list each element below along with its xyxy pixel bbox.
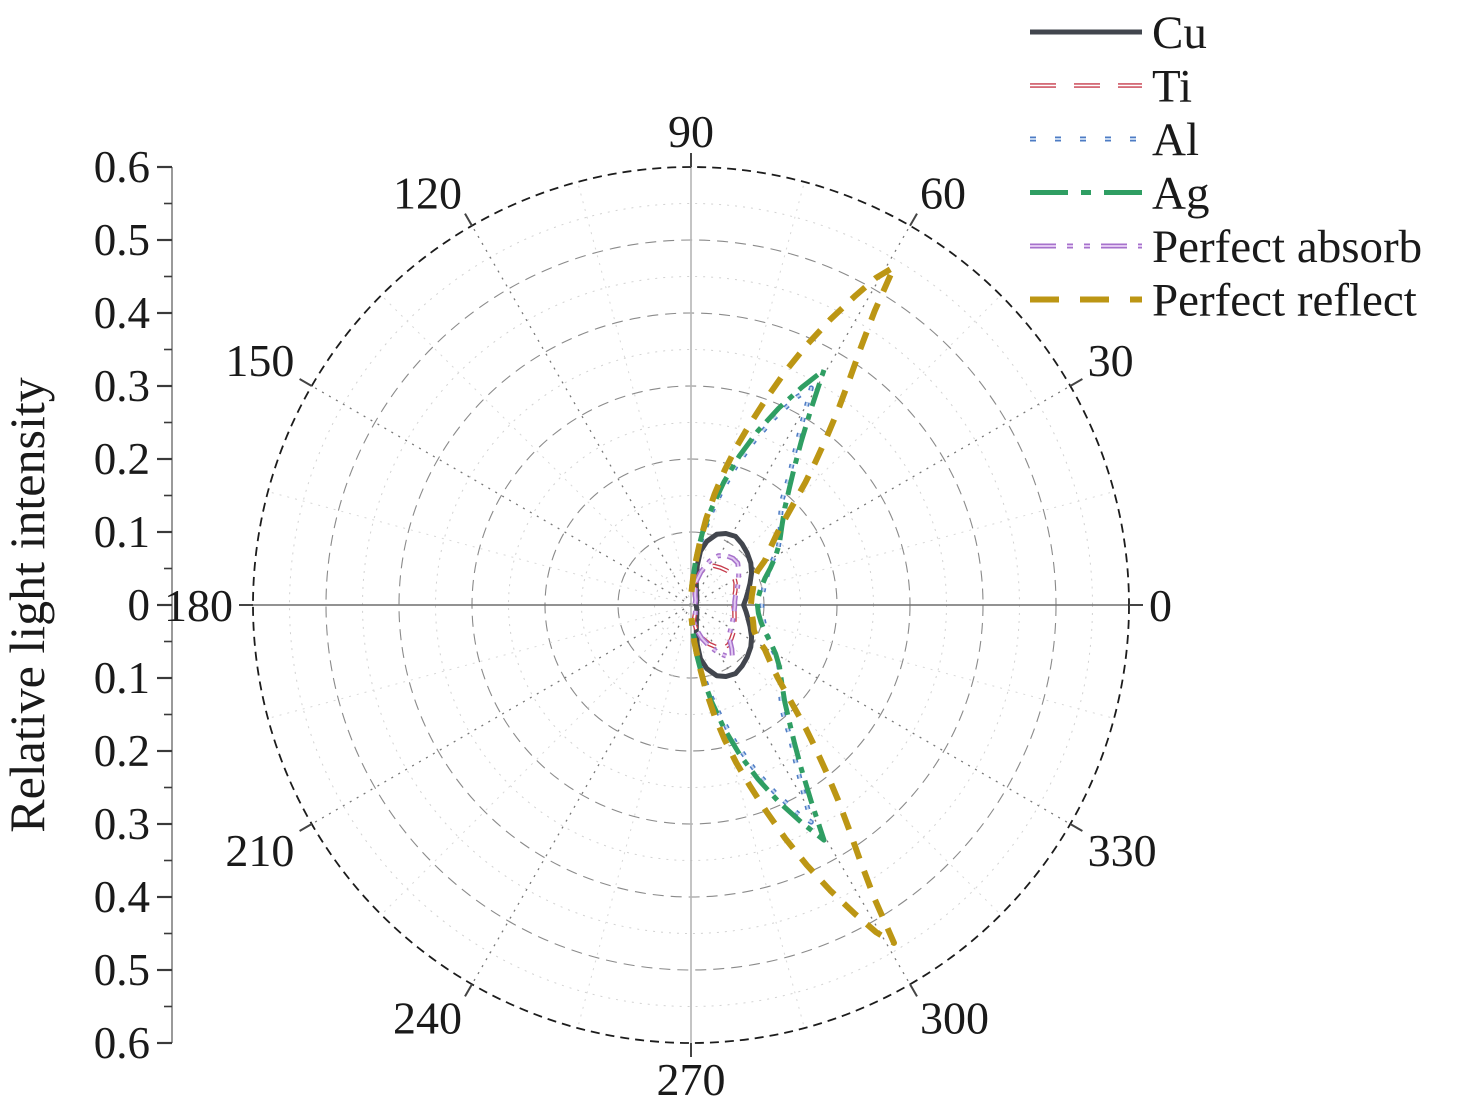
major-spoke <box>690 385 1071 606</box>
legend-label-cu: Cu <box>1152 7 1207 59</box>
legend-item-cu: Cu <box>1030 7 1207 59</box>
minor-spoke <box>380 604 692 916</box>
legend-item-perfect-absorb: Perfect absorb <box>1030 221 1422 273</box>
radial-tick-label: 0.4 <box>94 872 150 922</box>
major-spoke <box>311 604 692 825</box>
major-spoke <box>690 604 911 985</box>
radial-tick-label: 0 <box>128 580 151 630</box>
legend-item-ag: Ag <box>1030 168 1209 220</box>
series-ag <box>689 367 827 843</box>
angle-label-120: 120 <box>393 167 462 218</box>
legend-label-ag: Ag <box>1152 168 1209 220</box>
angle-tick <box>909 213 918 227</box>
minor-spoke <box>380 294 692 606</box>
angle-tick <box>909 983 918 997</box>
legend: Cu Ti Al Ag Perfect absorb Perfect refle… <box>1030 7 1422 327</box>
radial-tick-label: 0.3 <box>94 799 150 849</box>
angle-label-270: 270 <box>657 1054 726 1105</box>
polar-grid <box>239 153 1143 1057</box>
legend-label-al: Al <box>1152 114 1199 166</box>
series-cu <box>693 531 755 679</box>
minor-spoke <box>267 604 692 719</box>
radial-tick-label: 0.2 <box>94 434 150 484</box>
radial-tick-label: 0.4 <box>94 288 150 338</box>
major-spoke <box>471 225 692 606</box>
series-perfect-reflect <box>688 264 897 946</box>
angle-label-330: 330 <box>1088 825 1157 876</box>
angle-tick <box>1069 823 1083 832</box>
angle-label-210: 210 <box>225 825 294 876</box>
angle-tick <box>464 983 473 997</box>
angle-tick <box>464 213 473 227</box>
angle-tick <box>299 823 313 832</box>
minor-spoke <box>577 181 692 606</box>
legend-label-ti: Ti <box>1152 61 1192 113</box>
radial-tick-label: 0.1 <box>94 507 150 557</box>
legend-label-perfect-absorb: Perfect absorb <box>1152 221 1422 273</box>
minor-spoke <box>577 604 692 1029</box>
angle-label-0: 0 <box>1149 580 1172 631</box>
angle-label-150: 150 <box>225 335 294 386</box>
angle-label-300: 300 <box>920 993 989 1044</box>
angle-label-60: 60 <box>920 167 966 218</box>
angle-label-90: 90 <box>668 106 714 157</box>
series-curves <box>688 264 897 946</box>
series-core-perfect-absorb <box>693 554 740 658</box>
legend-label-perfect-reflect: Perfect reflect <box>1152 275 1417 327</box>
angle-tick <box>299 378 313 387</box>
series-core-ti <box>692 564 737 649</box>
major-spoke <box>311 385 692 606</box>
minor-spoke <box>690 181 805 606</box>
radial-tick-label: 0.6 <box>94 1018 150 1068</box>
legend-item-ti: Ti <box>1030 61 1192 113</box>
minor-spoke <box>690 604 1002 916</box>
major-spoke <box>690 225 911 606</box>
radial-tick-label: 0.6 <box>94 142 150 192</box>
minor-spoke <box>690 604 805 1029</box>
legend-item-al: Al <box>1030 114 1199 166</box>
angle-label-30: 30 <box>1088 335 1134 386</box>
angle-tick <box>1069 378 1083 387</box>
radial-tick-label: 0.3 <box>94 361 150 411</box>
major-spoke <box>471 604 692 985</box>
minor-spoke <box>690 491 1115 606</box>
radial-axis: 0.6 0.5 0.4 0.3 0.2 0.1 0 0.1 0.2 0.3 0.4 0.5 0.6 <box>94 142 173 1068</box>
radial-tick-label: 0.2 <box>94 726 150 776</box>
angle-label-180: 180 <box>164 580 233 631</box>
angle-label-240: 240 <box>393 993 462 1044</box>
radial-tick-label: 0.5 <box>94 945 150 995</box>
series-core-al <box>690 386 813 824</box>
minor-spoke <box>690 294 1002 606</box>
major-spoke <box>690 604 1071 825</box>
legend-item-perfect-reflect: Perfect reflect <box>1030 275 1417 327</box>
minor-spoke <box>267 491 692 606</box>
radial-axis-title: Relative light intensity <box>0 377 55 833</box>
angle-labels: 0 30 60 90 120 150 180 210 240 270 300 330 <box>164 106 1172 1105</box>
radial-tick-label: 0.1 <box>94 653 150 703</box>
radial-tick-label: 0.5 <box>94 215 150 265</box>
